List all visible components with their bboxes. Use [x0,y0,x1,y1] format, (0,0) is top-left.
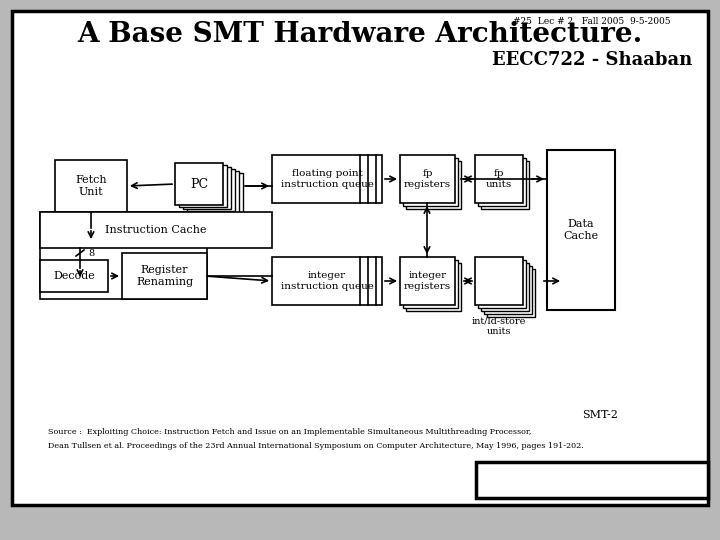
Text: int/ld-store
units: int/ld-store units [472,317,526,336]
Text: A Base SMT Hardware Architecture.: A Base SMT Hardware Architecture. [77,21,643,48]
Bar [175,163,223,205]
Bar [400,155,455,203]
Bar [40,212,272,248]
Bar [475,155,523,203]
Text: Register
Renaming: Register Renaming [136,265,193,287]
Bar [487,269,535,317]
Text: Instruction Cache: Instruction Cache [105,225,207,235]
Text: Fetch
Unit: Fetch Unit [75,175,107,197]
Bar [272,155,382,203]
Text: Data
Cache: Data Cache [564,219,598,241]
Bar [187,169,235,211]
Bar [406,263,461,311]
Bar [179,165,227,207]
Bar [40,212,207,299]
Bar [55,160,127,212]
Bar [547,150,615,310]
Text: Dean Tullsen et al. Proceedings of the 23rd Annual International Symposium on Co: Dean Tullsen et al. Proceedings of the 2… [48,442,584,450]
Text: fp
registers: fp registers [404,170,451,188]
Bar [481,263,529,311]
Bar [40,260,108,292]
Bar [478,260,526,308]
Text: EECC722 - Shaaban: EECC722 - Shaaban [492,51,692,69]
Bar [478,158,526,206]
Text: Decode: Decode [53,271,95,281]
Text: PC: PC [190,178,208,191]
Bar [484,266,532,314]
Text: #25  Lec # 2   Fall 2005  9-5-2005: #25 Lec # 2 Fall 2005 9-5-2005 [513,17,671,26]
Text: 8: 8 [88,248,94,258]
Text: floating point
instruction queue: floating point instruction queue [281,170,374,188]
Bar [403,158,458,206]
Bar [191,171,239,213]
Bar [400,257,455,305]
Bar [406,161,461,209]
Bar [476,462,708,498]
Text: fp
units: fp units [486,170,512,188]
Bar [122,253,207,299]
Bar [195,173,243,215]
Bar [403,260,458,308]
Bar [475,257,523,305]
Text: Source :  Exploiting Choice: Instruction Fetch and Issue on an Implementable Sim: Source : Exploiting Choice: Instruction … [48,428,531,436]
Text: integer
registers: integer registers [404,271,451,291]
Bar [183,167,231,209]
Text: integer
instruction queue: integer instruction queue [281,271,374,291]
Text: SMT-2: SMT-2 [582,410,618,420]
Bar [481,161,529,209]
Bar [272,257,382,305]
